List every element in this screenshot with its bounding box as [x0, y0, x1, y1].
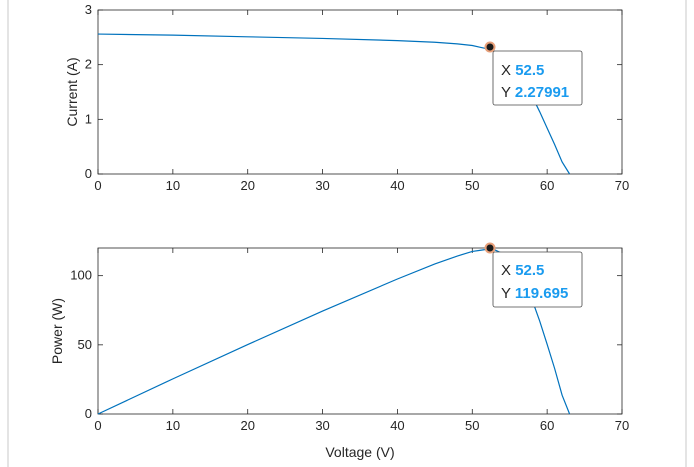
current-datatip-box [492, 50, 583, 106]
current-axes[interactable]: 0 10 20 30 40 50 60 70 0 1 2 3 Current (A) X 52.5 … [64, 2, 629, 193]
current-y-tick-label: 0 [85, 166, 92, 181]
current-y-tick-label: 1 [85, 111, 92, 126]
power-x-tick-label: 0 [94, 418, 101, 433]
power-y-tick-label: 100 [70, 268, 92, 283]
current-x-tick-label: 20 [240, 178, 254, 193]
current-x-tick-label: 40 [390, 178, 404, 193]
power-datatip-y-value: 119.695 [515, 285, 568, 302]
current-y-axis-label: Current (A) [64, 57, 80, 126]
current-x-tick-label: 0 [94, 178, 101, 193]
power-x-tick-label: 20 [240, 418, 254, 433]
current-x-tick-label: 10 [166, 178, 180, 193]
power-axes[interactable]: 0 10 20 30 40 50 60 70 0 50 100 Power (W) Voltage… [49, 242, 629, 461]
power-x-tick-label: 10 [166, 418, 180, 433]
power-datatip-x-label: X [501, 262, 511, 279]
current-y-tick-label: 3 [85, 2, 92, 17]
current-datatip-y-value: 2.27991 [515, 84, 569, 101]
power-x-tick-label: 70 [615, 418, 629, 433]
current-datatip[interactable]: X 52.5 Y 2.27991 [484, 41, 583, 106]
power-y-tick-label: 0 [85, 406, 92, 421]
svg-text:Y 119.695: Y 119.695 [501, 285, 568, 302]
current-x-tick-label: 50 [465, 178, 479, 193]
power-datatip-box [492, 251, 583, 308]
power-y-axis-label: Power (W) [49, 298, 65, 364]
power-x-tick-label: 30 [315, 418, 329, 433]
current-datatip-x-value: 52.5 [515, 62, 544, 79]
svg-text:Y 2.27991: Y 2.27991 [501, 84, 569, 101]
power-datatip[interactable]: X 52.5 Y 119.695 [484, 242, 583, 308]
power-datatip-x-value: 52.5 [515, 262, 544, 279]
current-x-tick-label: 70 [615, 178, 629, 193]
power-y-tick-label: 50 [78, 337, 92, 352]
current-x-tick-label: 30 [315, 178, 329, 193]
current-datatip-y-label: Y [501, 84, 511, 101]
power-x-axis-label: Voltage (V) [325, 444, 394, 460]
current-x-tick-label: 60 [540, 178, 554, 193]
power-datatip-marker[interactable] [484, 242, 496, 254]
power-datatip-y-label: Y [501, 285, 511, 302]
power-x-tick-label: 40 [390, 418, 404, 433]
current-datatip-marker[interactable] [484, 41, 496, 53]
current-datatip-x-label: X [501, 62, 511, 79]
svg-text:X 52.5: X 52.5 [501, 62, 544, 79]
current-y-tick-label: 2 [85, 57, 92, 72]
power-x-tick-label: 50 [465, 418, 479, 433]
power-x-tick-label: 60 [540, 418, 554, 433]
svg-text:X 52.5: X 52.5 [501, 262, 544, 279]
